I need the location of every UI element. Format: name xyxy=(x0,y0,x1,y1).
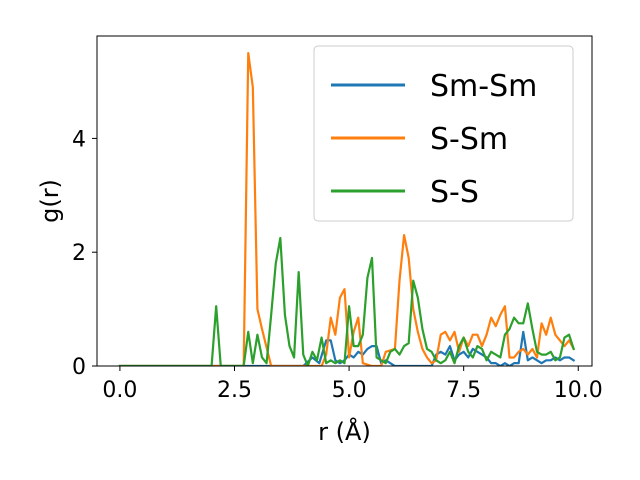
legend-label-s-sm: S-Sm xyxy=(430,122,508,157)
x-axis: 0.0 2.5 5.0 7.5 10.0 xyxy=(102,366,603,403)
y-axis-label: g(r) xyxy=(36,179,64,223)
legend-box xyxy=(313,45,574,222)
legend-label-sm-sm: Sm-Sm xyxy=(430,69,537,104)
legend-label-s-s: S-S xyxy=(430,175,479,210)
x-tick-label: 5.0 xyxy=(332,378,367,403)
y-tick-label: 2 xyxy=(72,241,86,266)
x-axis-label: r (Å) xyxy=(318,417,371,446)
x-tick-label: 7.5 xyxy=(446,378,481,403)
plot-lines xyxy=(118,51,576,366)
series-line-s-s xyxy=(118,236,576,366)
legend: Sm-Sm S-Sm S-S xyxy=(313,45,574,222)
y-axis: 0 2 4 xyxy=(72,127,97,380)
y-tick-label: 0 xyxy=(72,355,86,380)
x-tick-label: 10.0 xyxy=(554,378,603,403)
y-tick-label: 4 xyxy=(72,127,86,152)
x-tick-label: 2.5 xyxy=(217,378,252,403)
axes-frame xyxy=(96,35,593,367)
x-tick-label: 0.0 xyxy=(102,378,137,403)
series-line-s-sm xyxy=(118,51,576,366)
